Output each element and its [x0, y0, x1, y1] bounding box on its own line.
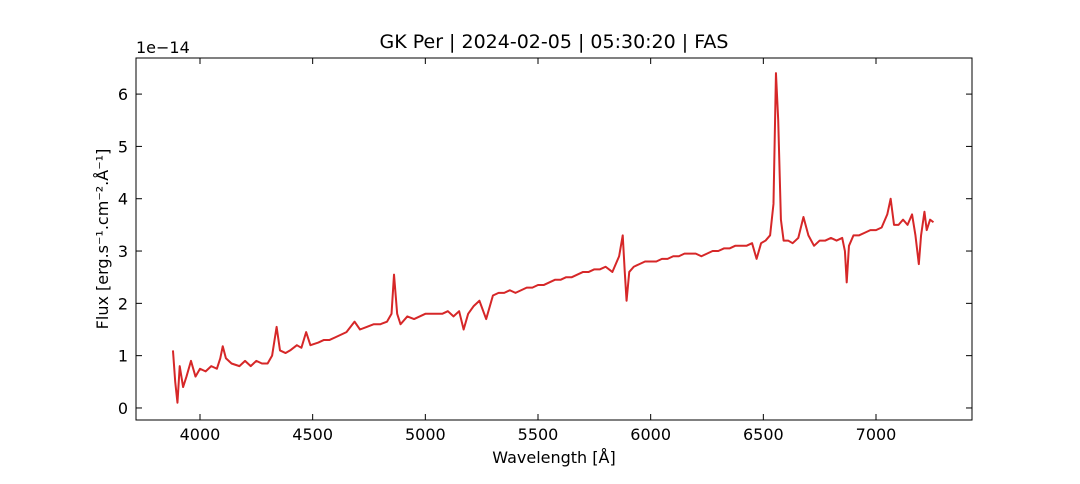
spectrum-line	[171, 72, 935, 404]
y-tick-label: 4	[118, 190, 128, 209]
chart-title: GK Per | 2024-02-05 | 05:30:20 | FAS	[380, 31, 729, 53]
y-tick-label: 1	[118, 347, 128, 366]
x-tick-label: 7000	[856, 425, 897, 444]
y-tick-label: 0	[118, 399, 128, 418]
y-tick-label: 2	[118, 294, 128, 313]
plot-frame	[135, 57, 973, 421]
y-tick-label: 5	[118, 137, 128, 156]
x-tick-label: 5000	[405, 425, 446, 444]
y-tick-label: 3	[118, 242, 128, 261]
x-tick-label: 6500	[743, 425, 784, 444]
x-tick-label: 4500	[292, 425, 333, 444]
x-tick-label: 6000	[630, 425, 671, 444]
y-offset-label: 1e−14	[136, 38, 190, 57]
x-tick-label: 4000	[180, 425, 221, 444]
x-axis-label: Wavelength [Å]	[492, 448, 615, 467]
x-tick-label: 5500	[518, 425, 559, 444]
y-tick-label: 6	[118, 85, 128, 104]
y-axis-label: Flux [erg.s⁻¹.cm⁻².Å⁻¹]	[93, 149, 112, 330]
